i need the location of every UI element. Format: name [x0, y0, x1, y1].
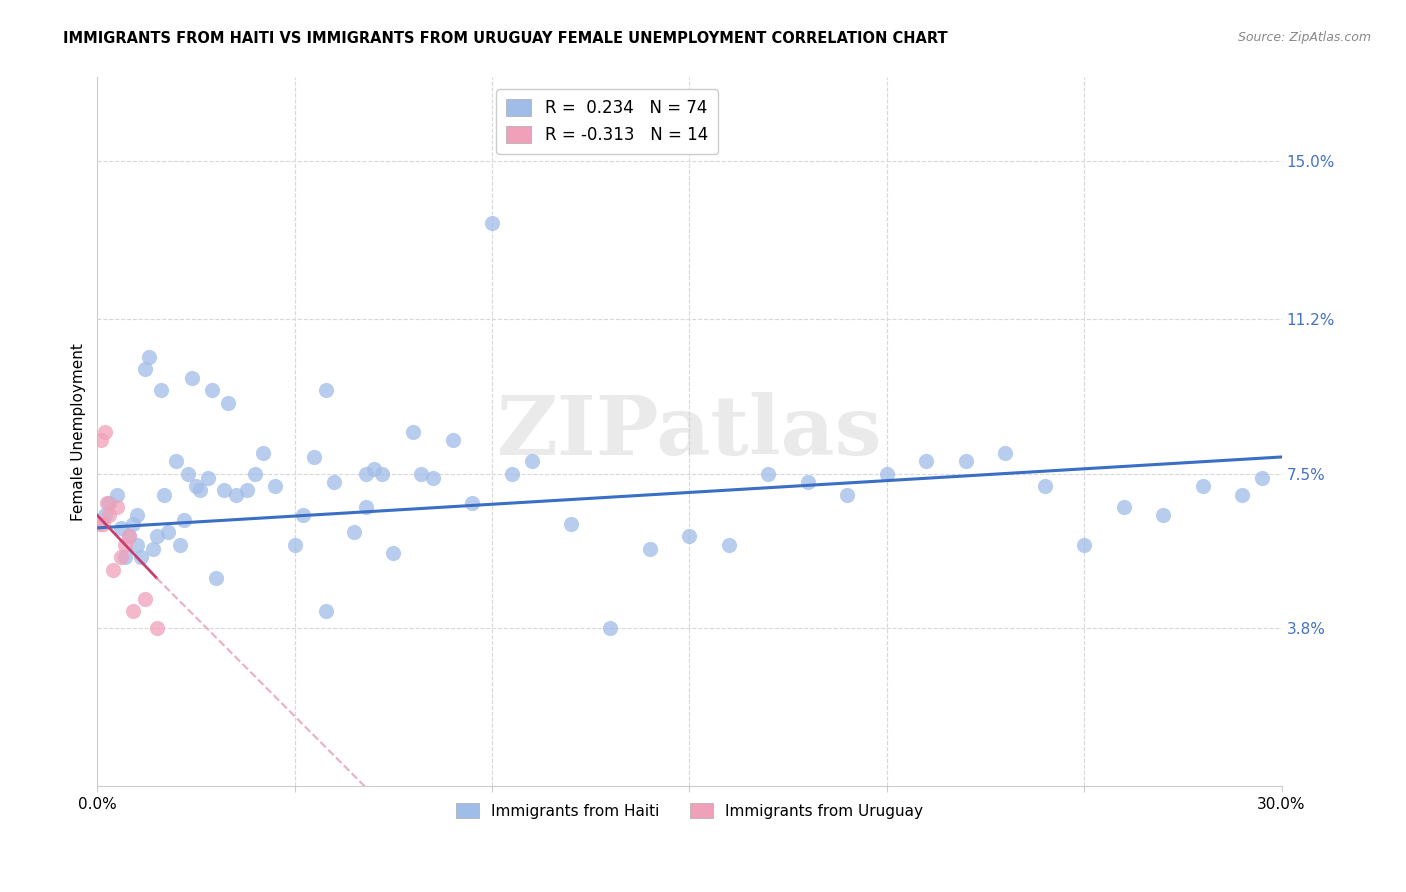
Point	[245, 467, 267, 481]
Point	[291, 508, 314, 523]
Point	[212, 483, 235, 498]
Point	[181, 370, 204, 384]
Point	[98, 508, 121, 523]
Point	[422, 471, 444, 485]
Point	[101, 563, 124, 577]
Point	[118, 529, 141, 543]
Point	[758, 467, 780, 481]
Point	[145, 529, 167, 543]
Point	[114, 550, 136, 565]
Point	[153, 487, 176, 501]
Point	[165, 454, 187, 468]
Point	[149, 383, 172, 397]
Point	[638, 541, 661, 556]
Point	[90, 434, 112, 448]
Text: Source: ZipAtlas.com: Source: ZipAtlas.com	[1237, 31, 1371, 45]
Point	[599, 621, 621, 635]
Point	[797, 475, 820, 489]
Point	[224, 487, 246, 501]
Point	[118, 529, 141, 543]
Point	[98, 496, 121, 510]
Legend: Immigrants from Haiti, Immigrants from Uruguay: Immigrants from Haiti, Immigrants from U…	[450, 797, 929, 825]
Point	[173, 512, 195, 526]
Point	[217, 396, 239, 410]
Point	[134, 362, 156, 376]
Point	[1073, 538, 1095, 552]
Point	[915, 454, 938, 468]
Text: ZIPatlas: ZIPatlas	[496, 392, 882, 472]
Point	[142, 541, 165, 556]
Point	[201, 383, 224, 397]
Point	[343, 524, 366, 539]
Point	[1230, 487, 1253, 501]
Point	[323, 475, 346, 489]
Point	[284, 538, 307, 552]
Point	[402, 425, 425, 439]
Point	[89, 516, 111, 531]
Point	[382, 546, 405, 560]
Point	[370, 467, 392, 481]
Point	[481, 216, 503, 230]
Point	[94, 508, 117, 523]
Point	[1112, 500, 1135, 514]
Point	[236, 483, 259, 498]
Point	[188, 483, 211, 498]
Point	[125, 508, 148, 523]
Text: IMMIGRANTS FROM HAITI VS IMMIGRANTS FROM URUGUAY FEMALE UNEMPLOYMENT CORRELATION: IMMIGRANTS FROM HAITI VS IMMIGRANTS FROM…	[63, 31, 948, 46]
Point	[678, 529, 700, 543]
Point	[441, 434, 464, 448]
Point	[94, 425, 117, 439]
Point	[169, 538, 191, 552]
Point	[409, 467, 432, 481]
Point	[105, 500, 128, 514]
Point	[876, 467, 898, 481]
Point	[717, 538, 740, 552]
Point	[1191, 479, 1213, 493]
Point	[520, 454, 543, 468]
Point	[197, 471, 219, 485]
Point	[1152, 508, 1174, 523]
Point	[125, 538, 148, 552]
Point	[122, 516, 145, 531]
Point	[105, 487, 128, 501]
Point	[252, 446, 274, 460]
Point	[304, 450, 326, 464]
Point	[145, 621, 167, 635]
Point	[315, 383, 337, 397]
Point	[184, 479, 207, 493]
Point	[354, 500, 377, 514]
Point	[138, 350, 160, 364]
Point	[91, 516, 114, 531]
Point	[560, 516, 582, 531]
Point	[315, 604, 337, 618]
Point	[501, 467, 523, 481]
Point	[157, 524, 180, 539]
Point	[955, 454, 977, 468]
Point	[264, 479, 287, 493]
Point	[110, 550, 132, 565]
Point	[1033, 479, 1056, 493]
Point	[110, 521, 132, 535]
Point	[994, 446, 1017, 460]
Y-axis label: Female Unemployment: Female Unemployment	[72, 343, 86, 521]
Point	[129, 550, 152, 565]
Point	[177, 467, 200, 481]
Point	[837, 487, 859, 501]
Point	[354, 467, 377, 481]
Point	[363, 462, 385, 476]
Point	[122, 604, 145, 618]
Point	[96, 496, 118, 510]
Point	[204, 571, 226, 585]
Point	[134, 591, 156, 606]
Point	[114, 538, 136, 552]
Point	[461, 496, 484, 510]
Point	[1250, 471, 1272, 485]
